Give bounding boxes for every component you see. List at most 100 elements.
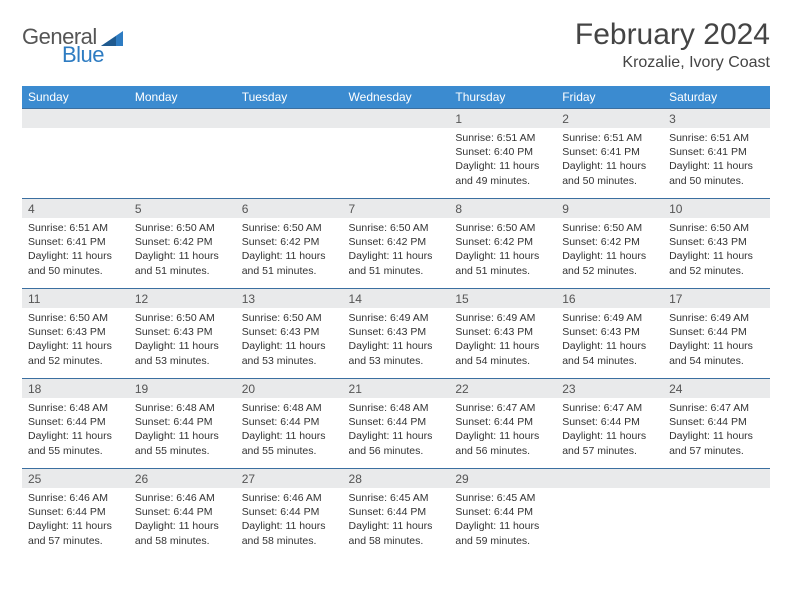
calendar-cell: 27Sunrise: 6:46 AMSunset: 6:44 PMDayligh… [236,469,343,559]
day-number: 12 [129,289,236,308]
day-number: 26 [129,469,236,488]
calendar-cell: 26Sunrise: 6:46 AMSunset: 6:44 PMDayligh… [129,469,236,559]
day-number: 29 [449,469,556,488]
weekday-header: Tuesday [236,86,343,109]
calendar-cell: 19Sunrise: 6:48 AMSunset: 6:44 PMDayligh… [129,379,236,469]
day-number: 11 [22,289,129,308]
weekday-header: Wednesday [343,86,450,109]
day-number: 21 [343,379,450,398]
calendar-cell: 6Sunrise: 6:50 AMSunset: 6:42 PMDaylight… [236,199,343,289]
day-details: Sunrise: 6:48 AMSunset: 6:44 PMDaylight:… [343,398,450,462]
day-number: 24 [663,379,770,398]
day-number: 22 [449,379,556,398]
day-number: 7 [343,199,450,218]
day-details: Sunrise: 6:51 AMSunset: 6:41 PMDaylight:… [22,218,129,282]
calendar-page: General February 2024 Krozalie, Ivory Co… [0,0,792,559]
calendar-week-row: 25 Sunrise: 6:46 AMSunset: 6:44 PMDayligh… [22,469,770,559]
day-number: 10 [663,199,770,218]
calendar-cell: 29Sunrise: 6:45 AMSunset: 6:44 PMDayligh… [449,469,556,559]
weekday-header: Monday [129,86,236,109]
calendar-cell: 14Sunrise: 6:49 AMSunset: 6:43 PMDayligh… [343,289,450,379]
weekday-header: Thursday [449,86,556,109]
day-number [22,109,129,128]
day-details: Sunrise: 6:50 AMSunset: 6:43 PMDaylight:… [22,308,129,372]
calendar-cell: 11Sunrise: 6:50 AMSunset: 6:43 PMDayligh… [22,289,129,379]
day-details: Sunrise: 6:50 AMSunset: 6:42 PMDaylight:… [556,218,663,282]
day-number: 25 [22,469,129,488]
day-number: 28 [343,469,450,488]
calendar-cell: 3Sunrise: 6:51 AMSunset: 6:41 PMDaylight… [663,109,770,199]
day-number: 2 [556,109,663,128]
day-details: Sunrise: 6:47 AMSunset: 6:44 PMDaylight:… [556,398,663,462]
calendar-cell [663,469,770,559]
day-number: 14 [343,289,450,308]
day-number: 1 [449,109,556,128]
day-details: Sunrise: 6:51 AMSunset: 6:40 PMDaylight:… [449,128,556,192]
month-title: February 2024 [575,18,770,52]
day-number: 6 [236,199,343,218]
page-header: General February 2024 Krozalie, Ivory Co… [22,18,770,72]
day-details: Sunrise: 6:51 AMSunset: 6:41 PMDaylight:… [556,128,663,192]
day-details: Sunrise: 6:49 AMSunset: 6:43 PMDaylight:… [343,308,450,372]
calendar-cell: 4Sunrise: 6:51 AMSunset: 6:41 PMDaylight… [22,199,129,289]
weekday-header: Saturday [663,86,770,109]
day-details: Sunrise: 6:45 AMSunset: 6:44 PMDaylight:… [343,488,450,552]
day-details: Sunrise: 6:46 AMSunset: 6:44 PMDaylight:… [236,488,343,552]
day-details: Sunrise: 6:50 AMSunset: 6:42 PMDaylight:… [449,218,556,282]
day-details: Sunrise: 6:47 AMSunset: 6:44 PMDaylight:… [449,398,556,462]
calendar-cell [22,109,129,199]
day-number: 13 [236,289,343,308]
brand-part2: Blue [62,42,104,67]
day-number: 23 [556,379,663,398]
calendar-cell: 2Sunrise: 6:51 AMSunset: 6:41 PMDaylight… [556,109,663,199]
calendar-cell: 28Sunrise: 6:45 AMSunset: 6:44 PMDayligh… [343,469,450,559]
calendar-cell: 22Sunrise: 6:47 AMSunset: 6:44 PMDayligh… [449,379,556,469]
calendar-cell: 5Sunrise: 6:50 AMSunset: 6:42 PMDaylight… [129,199,236,289]
day-number [556,469,663,488]
calendar-cell: 24Sunrise: 6:47 AMSunset: 6:44 PMDayligh… [663,379,770,469]
day-details: Sunrise: 6:48 AMSunset: 6:44 PMDaylight:… [236,398,343,462]
calendar-cell: 12Sunrise: 6:50 AMSunset: 6:43 PMDayligh… [129,289,236,379]
day-number: 17 [663,289,770,308]
calendar-week-row: 1Sunrise: 6:51 AMSunset: 6:40 PMDaylight… [22,109,770,199]
day-details: Sunrise: 6:50 AMSunset: 6:43 PMDaylight:… [663,218,770,282]
day-details: Sunrise: 6:48 AMSunset: 6:44 PMDaylight:… [129,398,236,462]
calendar-week-row: 4Sunrise: 6:51 AMSunset: 6:41 PMDaylight… [22,199,770,289]
day-number: 8 [449,199,556,218]
calendar-week-row: 11Sunrise: 6:50 AMSunset: 6:43 PMDayligh… [22,289,770,379]
calendar-cell: 18Sunrise: 6:48 AMSunset: 6:44 PMDayligh… [22,379,129,469]
calendar-table: Sunday Monday Tuesday Wednesday Thursday… [22,86,770,559]
day-details: Sunrise: 6:49 AMSunset: 6:43 PMDaylight:… [449,308,556,372]
day-details: Sunrise: 6:50 AMSunset: 6:42 PMDaylight:… [236,218,343,282]
day-number [343,109,450,128]
calendar-cell [129,109,236,199]
calendar-week-row: 18Sunrise: 6:48 AMSunset: 6:44 PMDayligh… [22,379,770,469]
brand-triangle-icon [101,28,123,46]
calendar-cell: 15Sunrise: 6:49 AMSunset: 6:43 PMDayligh… [449,289,556,379]
day-number: 18 [22,379,129,398]
day-details: Sunrise: 6:51 AMSunset: 6:41 PMDaylight:… [663,128,770,192]
day-number: 15 [449,289,556,308]
day-details: Sunrise: 6:48 AMSunset: 6:44 PMDaylight:… [22,398,129,462]
day-details: Sunrise: 6:49 AMSunset: 6:44 PMDaylight:… [663,308,770,372]
day-number: 16 [556,289,663,308]
location-subtitle: Krozalie, Ivory Coast [575,54,770,72]
calendar-cell: 20Sunrise: 6:48 AMSunset: 6:44 PMDayligh… [236,379,343,469]
calendar-cell: 10Sunrise: 6:50 AMSunset: 6:43 PMDayligh… [663,199,770,289]
calendar-cell: 13Sunrise: 6:50 AMSunset: 6:43 PMDayligh… [236,289,343,379]
calendar-cell: 21Sunrise: 6:48 AMSunset: 6:44 PMDayligh… [343,379,450,469]
day-details: Sunrise: 6:49 AMSunset: 6:43 PMDaylight:… [556,308,663,372]
title-block: February 2024 Krozalie, Ivory Coast [575,18,770,72]
day-number: 20 [236,379,343,398]
weekday-header-row: Sunday Monday Tuesday Wednesday Thursday… [22,86,770,109]
calendar-body: 1Sunrise: 6:51 AMSunset: 6:40 PMDaylight… [22,109,770,559]
calendar-cell: 7Sunrise: 6:50 AMSunset: 6:42 PMDaylight… [343,199,450,289]
weekday-header: Friday [556,86,663,109]
day-number: 19 [129,379,236,398]
calendar-cell [556,469,663,559]
day-number: 4 [22,199,129,218]
calendar-cell: 9Sunrise: 6:50 AMSunset: 6:42 PMDaylight… [556,199,663,289]
day-details: Sunrise: 6:50 AMSunset: 6:43 PMDaylight:… [236,308,343,372]
day-details: Sunrise: 6:45 AMSunset: 6:44 PMDaylight:… [449,488,556,552]
brand-part2-wrap: Blue [62,42,104,68]
